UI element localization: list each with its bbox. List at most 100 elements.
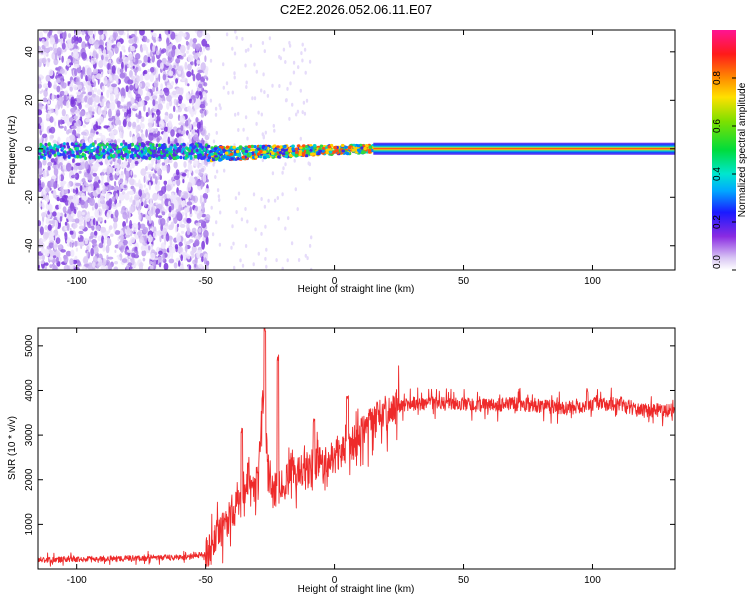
spectrogram-cell [271, 171, 275, 176]
spectrogram-cell [42, 159, 47, 166]
spectrogram-cell [54, 121, 57, 127]
spectrogram-cell [129, 84, 134, 91]
spectrogram-cell [198, 83, 203, 89]
spectrogram-cell [148, 118, 152, 123]
spectrogram-cell [56, 85, 61, 93]
spectrogram-band-cell [230, 157, 234, 161]
spectrogram-cell [122, 221, 126, 228]
spectrogram-cell [209, 98, 213, 103]
spectrogram-cell [113, 266, 119, 270]
spectrogram-cell [156, 109, 161, 116]
spectrogram-cell [201, 158, 204, 166]
spectrogram-cell [163, 262, 169, 270]
spectrogram-band-cell [218, 147, 222, 152]
spectrogram-cell [150, 264, 154, 270]
spectrogram-cell [198, 172, 203, 176]
spectrogram-band-cell [310, 152, 314, 156]
spectrogram-cell [95, 53, 98, 60]
spectrogram-cell [213, 160, 216, 165]
spectrogram-band-cell [59, 144, 63, 148]
spectrogram-band-cell [237, 153, 242, 157]
spectrogram-cell [237, 128, 240, 132]
spectrogram-band-cell [68, 150, 72, 154]
spectrogram-cell [249, 43, 253, 48]
spectrogram-cell [128, 53, 134, 61]
spectrogram-cell [191, 194, 194, 199]
spectrogram-cell [70, 107, 76, 113]
spectrogram-cell [102, 245, 106, 252]
spectrogram-cell [49, 187, 52, 191]
spectrogram-cell [44, 262, 49, 266]
spectrogram-cell [159, 262, 162, 268]
spectrogram-cell [83, 263, 90, 267]
spectrogram-cell [57, 244, 62, 249]
spectrogram-cell [150, 30, 154, 33]
spectrogram-cell [99, 195, 104, 202]
spectrogram-cell [52, 218, 56, 227]
spectrogram-band-cell [124, 152, 128, 157]
spectrogram-cell [60, 80, 65, 87]
spectrogram-cell [260, 112, 263, 117]
spectrogram-cell [85, 75, 88, 82]
spectrogram-cell [165, 232, 170, 242]
spectrogram-y-tick-label: 0 [24, 146, 35, 152]
spectrogram-cell [175, 132, 180, 138]
spectrogram-cell [59, 68, 65, 74]
spectrogram-band-cell [333, 145, 338, 150]
spectrogram-cell [87, 91, 93, 96]
spectrogram-cell [70, 213, 76, 217]
spectrogram-cell [82, 66, 86, 75]
colorbar-axis: 0.0 0.2 0.4 0.6 0.8 [712, 71, 736, 271]
spectrogram-cell [168, 113, 174, 120]
spectrogram-cell [140, 168, 147, 176]
spectrogram-cell [56, 196, 60, 202]
spectrogram-cell [63, 94, 67, 102]
spectrogram-band-cell [99, 143, 102, 147]
spectrogram-band-cell [360, 146, 364, 150]
spectrogram-cell [107, 256, 114, 260]
spectrogram-cell [109, 34, 113, 41]
spectrogram-band-cell [102, 155, 106, 159]
spectrogram-cell [158, 250, 163, 255]
spectrogram-cell [137, 221, 141, 231]
snr-x-label: Height of straight line (km) [298, 584, 415, 595]
spectrogram-cell [162, 253, 165, 262]
spectrogram-cell [155, 213, 159, 218]
spectrogram-cell [56, 47, 62, 55]
spectrogram-cell [156, 50, 160, 56]
spectrogram-cell [40, 238, 47, 242]
spectrogram-cell [100, 226, 107, 233]
spectrogram-cell [173, 175, 180, 181]
spectrogram-cell [153, 259, 157, 267]
spectrogram-cell [72, 188, 76, 194]
spectrogram-band-cell [66, 142, 70, 146]
spectrogram-cell [130, 33, 136, 38]
spectrogram-band-cell [261, 144, 266, 148]
spectrogram-cell [244, 115, 248, 120]
spectrogram-cell [168, 246, 173, 254]
spectrogram-cell [192, 73, 196, 82]
spectrogram-cell [198, 90, 202, 96]
spectrogram-cell [195, 45, 199, 52]
spectrogram-cell [51, 93, 55, 102]
spectrogram-cell [183, 161, 187, 168]
spectrogram-cell [152, 86, 156, 93]
spectrogram-cell [294, 187, 297, 192]
spectrogram-cell [301, 58, 304, 63]
spectrogram-cell [154, 176, 158, 185]
spectrogram-cell [75, 247, 78, 252]
spectrogram-cell [295, 112, 298, 117]
spectrogram-cell [88, 173, 92, 181]
spectrogram-cell [68, 43, 74, 49]
spectrogram-cell [190, 61, 194, 66]
spectrogram-cell [245, 85, 248, 89]
spectrogram-cell [98, 132, 103, 137]
spectrogram-cell [55, 52, 58, 61]
spectrogram-band-cell [150, 146, 154, 150]
spectrogram-cell [187, 63, 192, 71]
spectrogram-cell [266, 93, 270, 98]
spectrogram-cell [75, 133, 81, 137]
spectrogram-cell [186, 44, 190, 51]
spectrogram-cell [128, 113, 132, 118]
spectrogram-cell [119, 185, 122, 193]
